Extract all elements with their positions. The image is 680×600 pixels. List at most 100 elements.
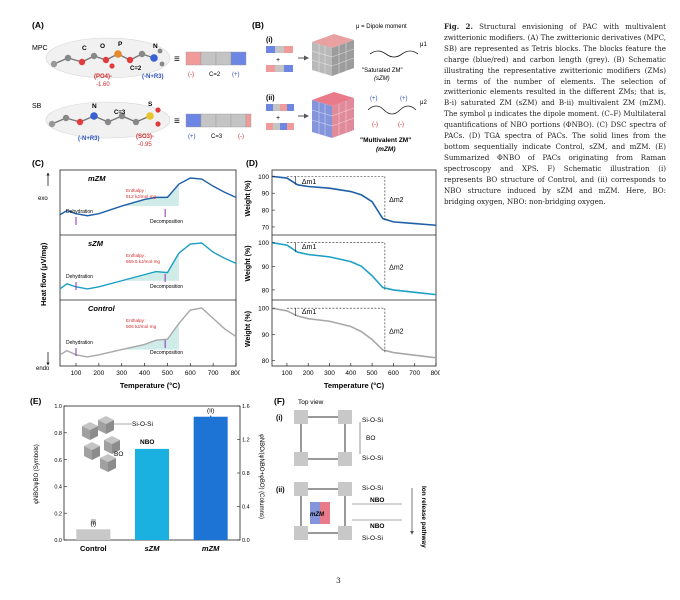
mpc-block-c: C=2 — [209, 72, 221, 78]
c-enthalpy: Enthalpy : — [126, 188, 146, 193]
f-ii-nbo1: NBO — [370, 497, 384, 504]
d-ytick-label: 80 — [262, 287, 270, 294]
c-enthalpy-value: 506 kJ/mol·mg — [126, 324, 157, 329]
c-dehydration: Dehydration — [66, 209, 93, 215]
mpc-name: MPC — [32, 45, 48, 52]
dipole-legend: μ = Dipole moment — [356, 24, 407, 30]
d-xtick-label: 100 — [281, 370, 292, 377]
b-i-wave — [369, 50, 419, 58]
caption-label: Fig. 2. — [444, 22, 473, 31]
svg-text:O: O — [100, 43, 105, 50]
c-ylabel: Heat flow (μV/mg) — [39, 242, 48, 306]
e-bar-tag: (ii) — [207, 408, 214, 415]
panel-a-label: (A) — [32, 20, 44, 30]
svg-text:S: S — [148, 101, 153, 108]
panel-e-bar-chart: (E) φNBO/φBO (Symbols) φNBO/(φNBO+φBO) (… — [30, 396, 264, 553]
d-dm1: Δm1 — [302, 179, 317, 186]
c-dehydration: Dehydration — [66, 274, 93, 280]
c-enthalpy-value: 612 kJ/mol·mg — [126, 194, 157, 199]
d-xtick-label: 200 — [303, 370, 314, 377]
d-ytick-label: 100 — [258, 240, 269, 247]
d-dm2: Δm2 — [389, 264, 404, 271]
mpc-minus: (-) — [188, 72, 194, 78]
e-ytick-left-label: 0.8 — [54, 431, 62, 437]
c-decomposition: Decomposition — [150, 350, 183, 356]
e-inset-nbo: NBO — [140, 439, 154, 446]
d-dm1: Δm1 — [302, 309, 317, 316]
b-ii-plus: (+) — [370, 96, 378, 102]
c-decomposition: Decomposition — [150, 219, 183, 225]
sb-group2: (SO3)- — [136, 134, 154, 140]
e-inset-sio-si: Si-O-Si — [132, 421, 153, 428]
d-frame — [271, 169, 437, 367]
mpc-group1: (PO4)- — [94, 74, 112, 80]
sb-c-label: C=3 — [114, 110, 126, 116]
b-ii-blocks: + — [266, 104, 294, 130]
e-ytick-left-label: 0.4 — [54, 485, 62, 491]
exo-label: exo — [38, 196, 48, 202]
mpc-plus: (+) — [232, 72, 240, 78]
f-ii-bot: Si-O-Si — [362, 535, 383, 542]
b-ii-title: "Multivalent ZM" — [360, 137, 411, 144]
c-trace-sZM — [59, 242, 237, 290]
d-dm1: Δm1 — [302, 244, 317, 251]
c-trace-name: Control — [88, 304, 116, 313]
d-xtick-label: 300 — [324, 370, 335, 377]
d-ytick-label: 80 — [262, 208, 270, 215]
svg-text:+: + — [276, 115, 280, 122]
svg-text:≡: ≡ — [174, 116, 180, 127]
d-xtick-label: 800 — [431, 370, 440, 377]
panel-b: (B) μ = Dipole moment (i) + "Saturated Z… — [252, 20, 427, 153]
e-symbol-Control — [90, 519, 96, 525]
e-ylabel-left: φNBO/φBO (Symbols) — [34, 444, 40, 504]
d-dm2: Δm2 — [389, 328, 404, 335]
b-ii-abbr: (mZM) — [376, 146, 396, 153]
page-number: 3 — [336, 576, 341, 585]
c-xtick-label: 100 — [71, 370, 82, 377]
d-ytick-label: 90 — [262, 264, 270, 271]
panel-c-dsc-chart: (C) endo exo Heat flow (μV/mg) mZM Enthal… — [32, 158, 240, 390]
e-ytick-left-label: 0.6 — [54, 458, 62, 464]
panel-f: (F) Top view (i) Si-O-Si BO Si-O-Si (ii)… — [274, 396, 427, 548]
e-symbol-mZM — [207, 415, 215, 422]
d-ytick-label: 90 — [262, 191, 270, 198]
mpc-group2: (-N+R3) — [142, 74, 164, 80]
e-ytick-left-label: 0.0 — [54, 538, 62, 544]
c-dehydration: Dehydration — [66, 340, 93, 346]
d-xlabel: Temperature (°C) — [324, 381, 385, 390]
b-ii-wave — [367, 105, 417, 115]
b-ii-minus: (-) — [372, 122, 378, 128]
c-xtick-label: 700 — [208, 370, 219, 377]
svg-text:N: N — [92, 103, 97, 110]
sb-group1: (-N+R3) — [78, 136, 100, 142]
e-category-label: mZM — [202, 544, 220, 553]
b-i-blocks: + — [266, 46, 293, 72]
svg-text:(-): (-) — [398, 122, 404, 128]
c-enthalpy-area-sZM — [121, 253, 179, 281]
f-i-tag: (i) — [276, 415, 283, 422]
sb-block-c: C=3 — [211, 134, 223, 140]
mpc-group1-value: -1.60 — [96, 82, 110, 88]
b-ii-cube — [311, 92, 355, 138]
panel-f-label: (F) — [274, 396, 285, 406]
b-ii-mu: μ2 — [420, 100, 427, 106]
svg-text:C: C — [82, 45, 87, 52]
d-dm2: Δm2 — [389, 197, 404, 204]
sb-plus: (+) — [188, 134, 196, 140]
mpc-c-label: C=2 — [130, 66, 142, 72]
c-decomposition: Decomposition — [150, 284, 183, 290]
d-ylabel: Weight (%) — [245, 245, 252, 281]
f-ii-tag: (ii) — [276, 487, 285, 494]
b-i-tag: (i) — [266, 37, 273, 44]
e-ytick-left-label: 0.2 — [54, 511, 62, 517]
b-i-mu: μ1 — [420, 42, 427, 48]
d-ylabel: Weight (%) — [245, 180, 252, 216]
f-i-bot: Si-O-Si — [362, 455, 383, 462]
c-xtick-label: 800 — [231, 370, 240, 377]
c-xtick-label: 500 — [162, 370, 173, 377]
svg-text:+: + — [276, 57, 280, 64]
c-enthalpy-value: 569.5 kJ/mol·mg — [126, 259, 160, 264]
mpc-tetris-block — [185, 51, 247, 66]
b-i-abbr: (sZM) — [374, 76, 390, 82]
d-xtick-label: 600 — [388, 370, 399, 377]
